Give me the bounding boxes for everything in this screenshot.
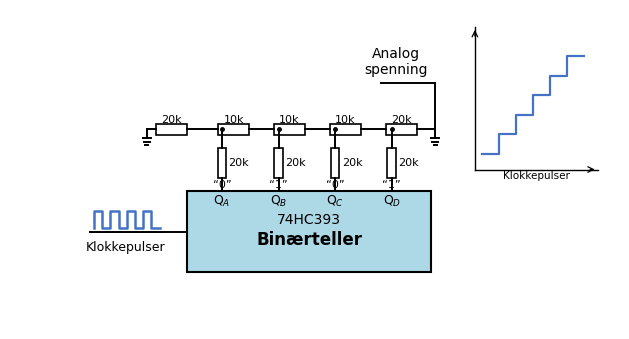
Bar [218,124,249,135]
Text: 20k: 20k [342,158,362,168]
Bar [330,124,360,135]
X-axis label: Klokkepulser: Klokkepulser [503,171,570,181]
Bar [387,148,396,178]
Text: 74HC393: 74HC393 [277,214,341,227]
Text: Q$_B$: Q$_B$ [270,194,287,209]
Text: Q$_D$: Q$_D$ [382,194,401,209]
Text: Analog
spenning: Analog spenning [365,47,428,77]
Bar [156,124,187,135]
Bar [218,148,226,178]
Bar [187,191,431,272]
Text: 10k: 10k [223,115,244,125]
Text: 20k: 20k [391,115,411,125]
Text: “0”: “0” [213,180,231,190]
Text: Q$_C$: Q$_C$ [326,194,344,209]
Text: 20k: 20k [228,158,249,168]
Text: Klokkepulser: Klokkepulser [86,241,165,254]
Bar [274,148,283,178]
Bar [331,148,340,178]
Text: “0”: “0” [326,180,345,190]
Text: 20k: 20k [398,158,419,168]
Text: 20k: 20k [161,115,182,125]
Text: 20k: 20k [285,158,306,168]
Text: 10k: 10k [335,115,355,125]
Text: 10k: 10k [279,115,299,125]
Text: “1”: “1” [382,180,401,190]
Text: “1”: “1” [269,180,288,190]
Text: Q$_A$: Q$_A$ [213,194,231,209]
Bar [386,124,416,135]
Bar [274,124,305,135]
Text: Binærteller: Binærteller [256,232,362,250]
